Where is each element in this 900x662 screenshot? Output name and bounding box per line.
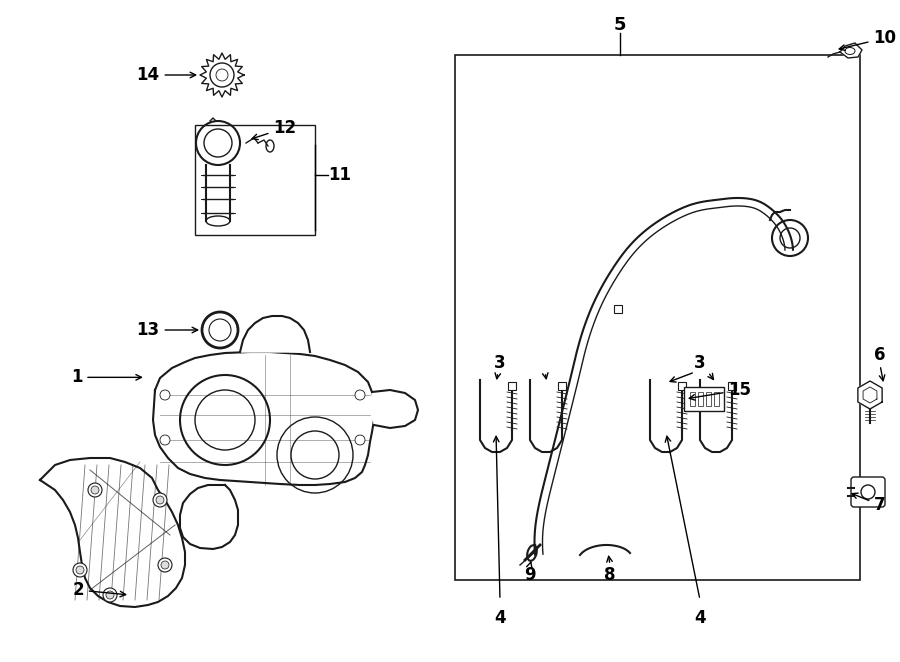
Circle shape xyxy=(158,558,172,572)
Circle shape xyxy=(160,390,170,400)
Circle shape xyxy=(76,566,84,574)
Polygon shape xyxy=(153,352,375,485)
Text: 4: 4 xyxy=(494,609,506,627)
Text: 1: 1 xyxy=(71,368,141,387)
Text: 10: 10 xyxy=(839,29,896,50)
Text: 7: 7 xyxy=(852,493,886,514)
Text: 15: 15 xyxy=(689,381,751,400)
Circle shape xyxy=(153,493,167,507)
Circle shape xyxy=(355,390,365,400)
Polygon shape xyxy=(180,485,238,549)
Polygon shape xyxy=(40,458,185,607)
Circle shape xyxy=(103,588,117,602)
Bar xyxy=(690,392,695,406)
Bar xyxy=(698,392,703,406)
Circle shape xyxy=(355,435,365,445)
Text: 13: 13 xyxy=(137,321,198,339)
Bar xyxy=(455,55,860,580)
Text: 12: 12 xyxy=(252,119,297,140)
Polygon shape xyxy=(372,390,418,428)
Bar xyxy=(728,382,736,390)
Text: 9: 9 xyxy=(524,566,536,584)
Text: 5: 5 xyxy=(614,16,626,34)
Bar xyxy=(508,382,516,390)
Circle shape xyxy=(106,591,114,599)
Text: 3: 3 xyxy=(494,354,506,372)
Text: 14: 14 xyxy=(137,66,195,84)
Circle shape xyxy=(73,563,87,577)
Polygon shape xyxy=(858,381,882,409)
Text: 4: 4 xyxy=(694,609,706,627)
FancyBboxPatch shape xyxy=(851,477,885,507)
Text: 3: 3 xyxy=(694,354,706,372)
Circle shape xyxy=(156,496,164,504)
Text: 2: 2 xyxy=(72,581,126,599)
Bar xyxy=(558,382,566,390)
Polygon shape xyxy=(840,43,862,58)
Bar xyxy=(678,382,686,390)
Bar xyxy=(706,392,711,406)
Text: 11: 11 xyxy=(328,166,351,184)
Circle shape xyxy=(91,486,99,494)
Polygon shape xyxy=(240,316,310,352)
Bar xyxy=(714,392,719,406)
Polygon shape xyxy=(200,53,244,97)
Text: 8: 8 xyxy=(604,566,616,584)
Circle shape xyxy=(161,561,169,569)
Circle shape xyxy=(160,435,170,445)
Circle shape xyxy=(88,483,102,497)
Bar xyxy=(614,305,622,313)
FancyBboxPatch shape xyxy=(684,387,724,411)
Bar xyxy=(195,125,315,235)
Text: 6: 6 xyxy=(874,346,886,364)
